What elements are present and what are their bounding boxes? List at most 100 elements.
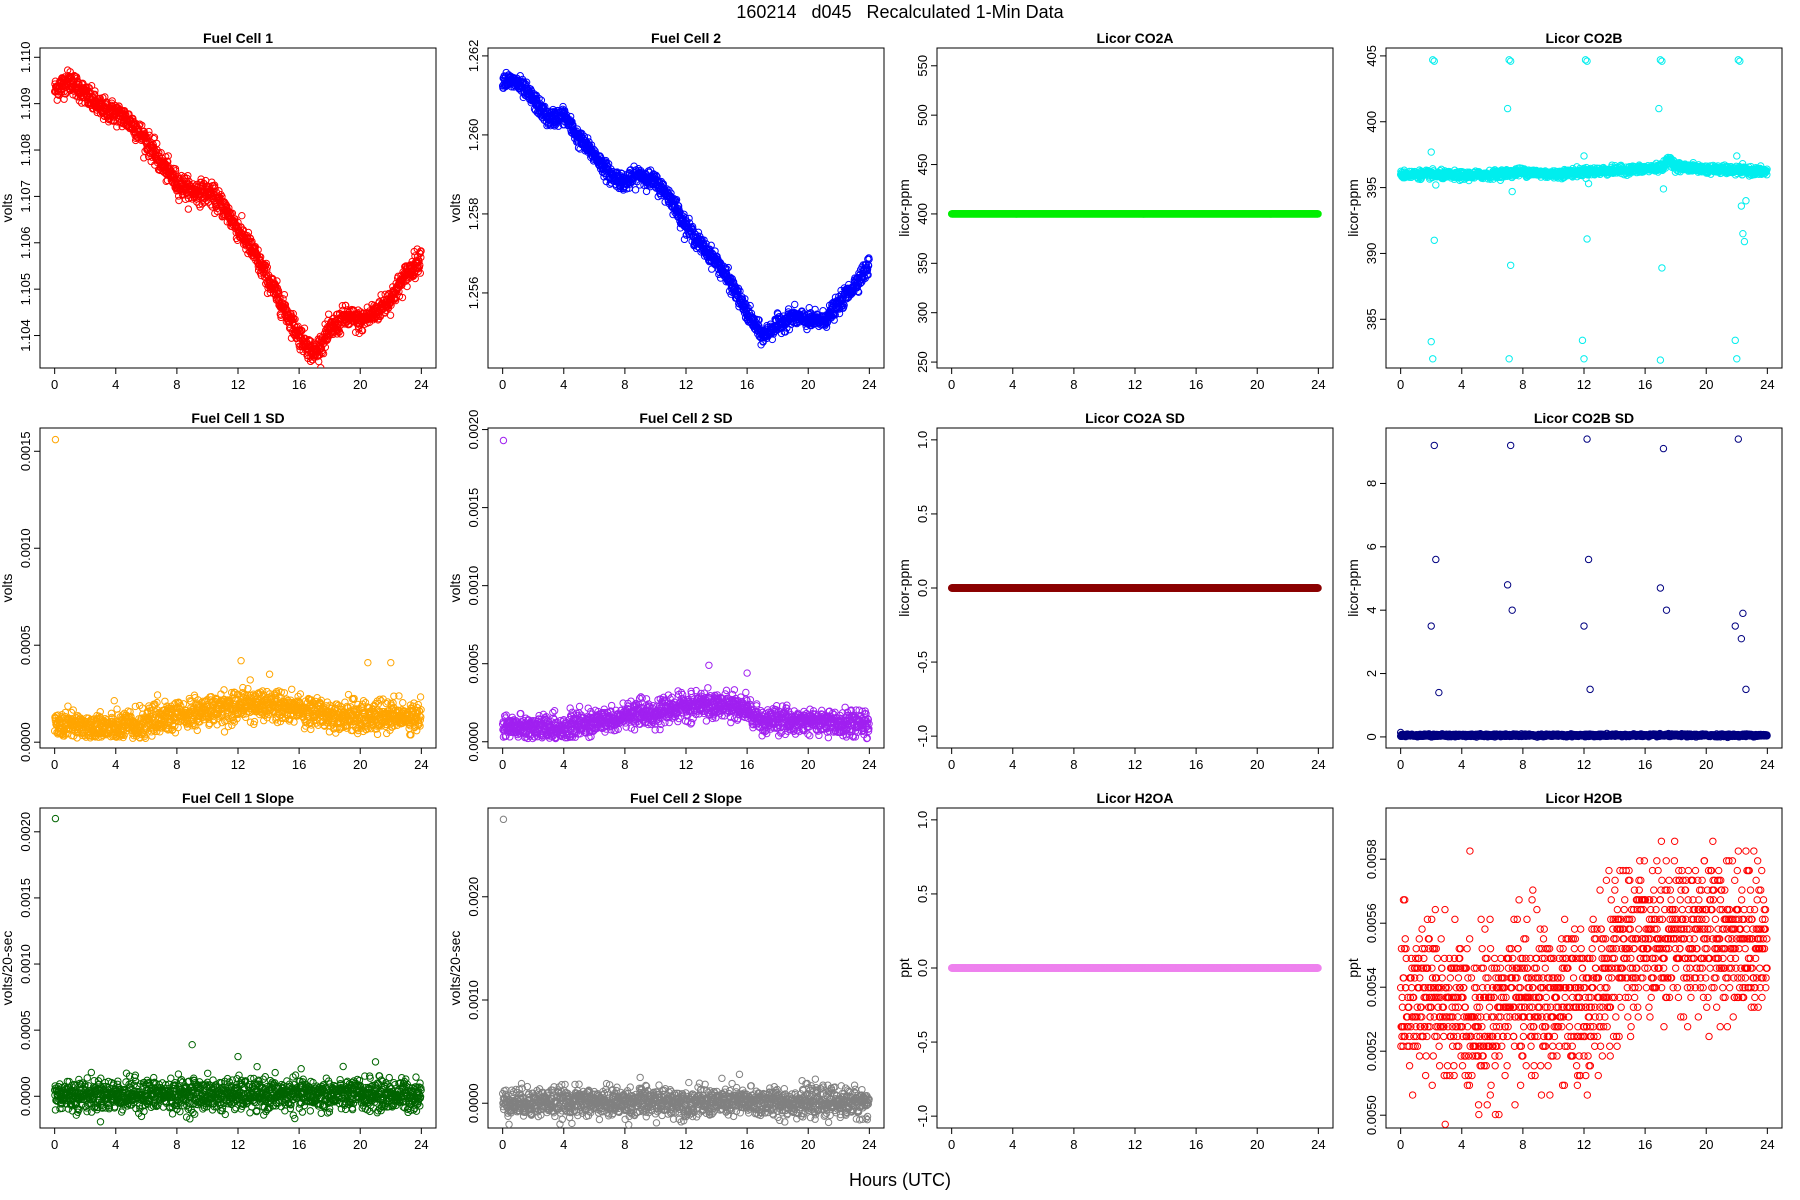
y-tick-label: 1.262: [466, 40, 481, 73]
plot-frame: [936, 47, 1334, 369]
plot-frame: [1385, 47, 1783, 369]
data-point: [667, 189, 675, 197]
x-tick-label: 4: [1458, 377, 1465, 392]
y-tick-label: 390: [1364, 243, 1379, 265]
x-tick-label: 20: [1250, 377, 1264, 392]
data-point: [744, 304, 752, 312]
y-tick-label: 395: [1364, 177, 1379, 199]
x-tick-label: 16: [1638, 377, 1652, 392]
x-tick-label: 0: [948, 377, 955, 392]
y-axis-label: licor-ppm: [1345, 179, 1361, 237]
data-point: [155, 149, 163, 157]
data-point: [358, 327, 367, 335]
y-tick-label: 250: [915, 351, 930, 373]
data-point: [681, 214, 689, 222]
x-tick-label: 12: [679, 377, 693, 392]
data-point: [416, 269, 425, 277]
data-point: [791, 300, 799, 309]
data-point: [318, 349, 326, 357]
figure-title: 160214 d045 Recalculated 1-Min Data: [736, 2, 1064, 22]
x-tick-label: 0: [1397, 377, 1404, 392]
data-point: [391, 296, 400, 305]
data-point: [254, 246, 262, 254]
y-tick-label: 1.107: [18, 180, 33, 213]
data-point: [566, 112, 575, 121]
data-point: [707, 241, 715, 250]
data-point: [273, 277, 281, 285]
data-point: [723, 265, 731, 273]
y-tick-label: 405: [1364, 45, 1379, 67]
data-point: [580, 132, 589, 141]
data-point: [1314, 210, 1322, 218]
data-point: [164, 152, 172, 160]
y-tick-label: 1.260: [466, 119, 481, 152]
data-point: [336, 330, 345, 338]
data-point: [398, 293, 407, 302]
data-point: [694, 228, 703, 237]
data-point: [87, 81, 96, 90]
data-point: [403, 282, 411, 291]
data-point: [724, 263, 732, 272]
data-point: [263, 263, 271, 271]
data-points: [947, 210, 1322, 218]
data-point: [289, 310, 297, 318]
data-point: [210, 181, 219, 189]
x-tick-label: 12: [1128, 377, 1142, 392]
data-point: [300, 324, 309, 332]
data-points: [498, 68, 873, 349]
data-point: [280, 290, 289, 299]
data-point: [768, 335, 777, 344]
data-point: [184, 205, 193, 213]
x-tick-label: 24: [862, 377, 876, 392]
data-point: [864, 271, 872, 279]
data-point: [569, 121, 577, 129]
data-point: [652, 171, 660, 179]
y-axis-label: volts: [447, 194, 463, 223]
y-tick-label: 1.258: [466, 198, 481, 231]
y-tick-label: 1.106: [18, 227, 33, 260]
panel-title: Licor CO2B: [1545, 30, 1622, 46]
data-points: [50, 66, 425, 368]
y-tick-label: 400: [1364, 111, 1379, 133]
data-point: [675, 205, 683, 213]
panel-title: Licor CO2A: [1096, 30, 1173, 46]
y-tick-label: 500: [915, 104, 930, 126]
data-point: [863, 265, 872, 274]
y-tick-label: 1.256: [466, 277, 481, 310]
y-axis-label: volts: [0, 194, 15, 223]
data-point: [854, 288, 863, 296]
y-tick-label: 450: [915, 154, 930, 176]
data-point: [755, 316, 763, 324]
x-tick-label: 16: [740, 377, 754, 392]
data-point: [291, 315, 299, 323]
y-tick-label: 1.108: [18, 134, 33, 167]
x-tick-label: 20: [801, 377, 815, 392]
x-tick-label: 0: [499, 377, 506, 392]
y-tick-label: 1.104: [18, 319, 33, 352]
x-tick-label: 16: [292, 377, 306, 392]
data-point: [666, 192, 675, 201]
x-tick-label: 12: [1577, 377, 1591, 392]
x-tick-label: 8: [173, 377, 180, 392]
x-tick-label: 20: [1699, 377, 1713, 392]
data-point: [60, 95, 68, 103]
x-tick-label: 20: [353, 377, 367, 392]
y-tick-label: 1.110: [18, 41, 33, 73]
data-point: [835, 309, 844, 318]
x-tick-label: 8: [1070, 377, 1077, 392]
data-point: [746, 301, 754, 310]
x-tick-label: 16: [1189, 377, 1203, 392]
data-point: [685, 214, 693, 223]
y-tick-label: 385: [1364, 308, 1379, 330]
data-point: [148, 144, 156, 152]
data-point: [157, 149, 165, 157]
x-tick-label: 0: [51, 377, 58, 392]
x-tick-label: 8: [621, 377, 628, 392]
data-point: [568, 118, 576, 126]
data-point: [211, 184, 219, 193]
data-point: [688, 222, 697, 231]
data-point: [411, 274, 419, 283]
